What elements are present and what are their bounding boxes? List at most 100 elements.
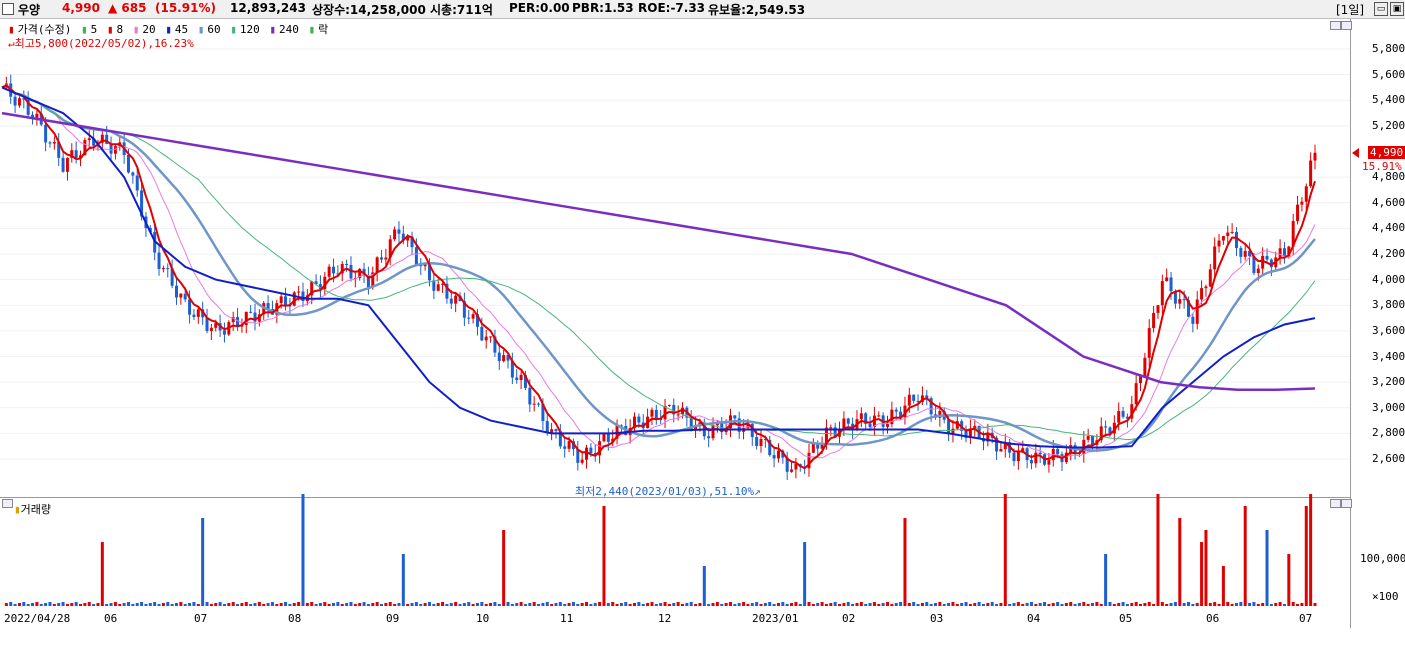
volume-bar: [92, 604, 96, 606]
close-icon[interactable]: ▣: [1390, 2, 1404, 16]
volume-bar: [502, 530, 506, 606]
volume-panel[interactable]: [0, 497, 1350, 608]
volume-panel-maximize-icon[interactable]: [1341, 499, 1352, 508]
candle-body: [842, 418, 846, 431]
select-checkbox[interactable]: [2, 3, 14, 15]
volume-bar: [1025, 603, 1029, 606]
volume-bar: [410, 603, 414, 606]
candle-body: [781, 450, 785, 458]
volume-bar: [912, 602, 916, 606]
restore-icon[interactable]: ▭: [1374, 2, 1388, 16]
candle-body: [166, 268, 170, 270]
volume-bar: [990, 602, 994, 606]
candle-body: [676, 414, 680, 416]
candle-body: [297, 291, 301, 293]
volume-bar: [1221, 566, 1225, 606]
per-value: PER:0.00: [509, 1, 570, 15]
candle-body: [174, 285, 178, 298]
volume-bar: [353, 604, 357, 606]
candle-body: [327, 266, 331, 277]
candle-body: [986, 432, 990, 442]
volume-bar: [161, 603, 165, 606]
current-price: 4,990: [62, 1, 100, 15]
volume-bar: [872, 602, 876, 606]
volume-bar: [1056, 602, 1060, 606]
legend-ex-rights: 락: [318, 23, 329, 36]
volume-bar: [894, 603, 898, 606]
volume-bar: [999, 603, 1003, 606]
volume-panel-minimize-icon[interactable]: [1330, 499, 1341, 508]
volume-bar: [118, 604, 122, 606]
volume-bar: [174, 603, 178, 606]
candle-body: [366, 275, 370, 288]
candle-body: [689, 417, 693, 431]
candle-body: [1256, 268, 1260, 274]
panel-maximize-icon[interactable]: [1341, 21, 1352, 30]
legend-price: 가격(수정): [17, 23, 72, 36]
volume-bar: [297, 602, 301, 606]
volume-bar: [868, 603, 872, 606]
candle-body: [1252, 256, 1256, 274]
volume-bar: [1243, 506, 1247, 606]
date-tick: 2023/01: [752, 612, 799, 625]
candle-body: [606, 434, 610, 442]
candle-body: [345, 263, 349, 266]
volume-bar: [938, 602, 942, 606]
price-tick: 3,600: [1372, 323, 1405, 337]
candle-body: [1086, 436, 1090, 440]
candle-body: [489, 336, 493, 338]
date-tick: 10: [476, 612, 490, 625]
candle-body: [733, 415, 737, 419]
date-tick: 07: [1299, 612, 1313, 625]
volume-bar: [715, 602, 719, 606]
volume-bar: [1309, 494, 1313, 606]
volume-bar: [964, 602, 968, 606]
volume-bar: [157, 604, 161, 606]
candle-body: [222, 330, 226, 335]
candle-body: [105, 134, 109, 144]
candle-body: [52, 141, 56, 144]
volume-bar: [1195, 603, 1199, 606]
candle-body: [48, 142, 52, 144]
date-tick: 03: [930, 612, 944, 625]
volume-panel-toggle-icon[interactable]: [2, 499, 13, 508]
candle-body: [755, 436, 759, 447]
candle-body: [1121, 411, 1125, 417]
volume-bar: [528, 603, 532, 606]
candle-body: [999, 449, 1003, 452]
candle-body: [1134, 383, 1138, 405]
candle-body: [1108, 427, 1112, 434]
volume-bar: [589, 604, 593, 606]
candle-body: [1139, 376, 1143, 384]
candle-body: [550, 429, 554, 434]
candle-body: [537, 403, 541, 405]
candle-body: [532, 403, 536, 405]
volume-bar: [728, 602, 732, 606]
candle-body: [955, 421, 959, 429]
current-price-marker: 4,990: [1368, 146, 1405, 159]
volume-bar: [323, 602, 327, 606]
volume-bar: [1182, 603, 1186, 606]
volume-bar: [798, 604, 802, 606]
candle-body: [332, 266, 336, 274]
candle-body: [1034, 452, 1038, 464]
volume-bar: [641, 604, 645, 606]
volume-bar: [61, 602, 65, 606]
volume-bar: [859, 602, 863, 606]
price-panel[interactable]: [0, 19, 1350, 497]
volume-bar: [585, 602, 589, 606]
candle-body: [1195, 299, 1199, 324]
period-selector[interactable]: [1일]: [1336, 3, 1365, 17]
panel-minimize-icon[interactable]: [1330, 21, 1341, 30]
volume-bar: [44, 603, 48, 606]
volume-bar: [301, 494, 305, 606]
volume-bar: [284, 602, 288, 606]
volume-bar: [140, 602, 144, 606]
volume-bar: [74, 602, 78, 606]
date-tick: 04: [1027, 612, 1041, 625]
volume-bar: [576, 604, 580, 606]
volume-bar: [497, 604, 501, 606]
volume-bar: [192, 602, 196, 606]
volume-bar: [781, 602, 785, 606]
volume-bar: [244, 602, 248, 606]
